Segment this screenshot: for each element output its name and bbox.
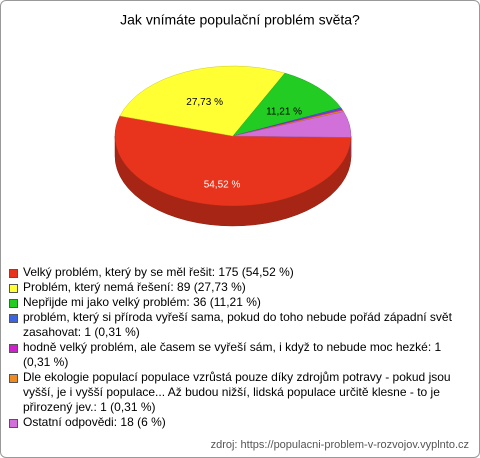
legend-label: Nepřijde mi jako velký problém: 36 (11,2…: [23, 295, 261, 309]
legend-item: Problém, který nemá řešení: 89 (27,73 %): [9, 280, 471, 295]
legend-swatch: [9, 344, 18, 353]
pie-slice: [119, 65, 286, 137]
legend-item: Velký problém, který by se měl řešit: 17…: [9, 265, 471, 280]
legend-item: hodně velký problém, ale časem se vyřeší…: [9, 340, 471, 370]
legend-item: Nepřijde mi jako velký problém: 36 (11,2…: [9, 295, 471, 310]
source: zdroj: https://populacni-problem-v-rozvo…: [210, 439, 469, 451]
legend-item: Ostatní odpovědi: 18 (6 %): [9, 415, 471, 430]
legend-swatch: [9, 314, 18, 323]
pie-slice: [232, 72, 342, 137]
legend-swatch: [9, 374, 18, 383]
legend-item: Dle ekologie populací populace vzrůstá p…: [9, 370, 471, 415]
legend-label: problém, který si příroda vyřeší sama, p…: [23, 310, 452, 339]
legend-label: hodně velký problém, ale časem se vyřeší…: [23, 340, 442, 369]
legend-swatch: [9, 299, 18, 308]
legend-swatch: [9, 269, 18, 278]
legend-label: Dle ekologie populací populace vzrůstá p…: [23, 370, 451, 414]
legend-label: Problém, který nemá řešení: 89 (27,73 %): [23, 280, 246, 294]
slice-label: 11,21 %: [266, 107, 302, 118]
slice-label: 54,52 %: [204, 180, 241, 191]
slice-label: 27,73 %: [186, 97, 223, 108]
chart: Jak vnímáte populační problém světa? 54,…: [114, 12, 360, 227]
legend: Velký problém, který by se měl řešit: 17…: [9, 265, 471, 430]
pie-slice: [232, 111, 352, 138]
legend-swatch: [9, 419, 18, 428]
legend-label: Velký problém, který by se měl řešit: 17…: [23, 265, 294, 279]
pie-tops: [114, 65, 352, 207]
legend-item: problém, který si příroda vyřeší sama, p…: [9, 310, 471, 340]
pie-slice: [114, 115, 352, 207]
legend-swatch: [9, 284, 18, 293]
chart-title: Jak vnímáte populační problém světa?: [120, 12, 360, 28]
legend-label: Ostatní odpovědi: 18 (6 %): [23, 415, 166, 429]
